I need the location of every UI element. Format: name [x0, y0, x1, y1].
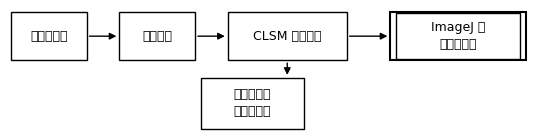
Bar [390, 12, 526, 60]
Bar [228, 12, 347, 60]
Bar [201, 78, 304, 129]
Text: 待测膜样品: 待测膜样品 [30, 30, 68, 43]
Text: 浸泡染色: 浸泡染色 [142, 30, 172, 43]
Bar [11, 12, 87, 60]
Text: ImageJ 计
算膜孔隙率: ImageJ 计 算膜孔隙率 [431, 21, 485, 51]
Text: 计算机重建
膜立体结构: 计算机重建 膜立体结构 [233, 88, 271, 118]
Text: CLSM 扫描观察: CLSM 扫描观察 [253, 30, 321, 43]
Bar [396, 13, 520, 59]
Bar [119, 12, 195, 60]
